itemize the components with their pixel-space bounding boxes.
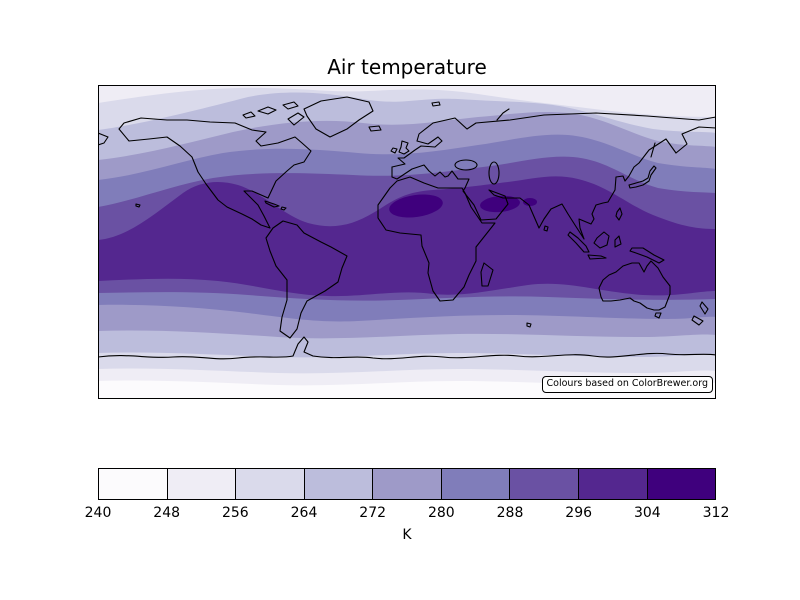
coastline-south-america [265, 220, 348, 339]
coastline-british-isles [390, 140, 410, 155]
coastline-greenland [303, 96, 374, 138]
hot-spot-nw-india [523, 198, 537, 206]
colorbar-tick-label: 264 [290, 505, 318, 521]
colorbar-segment [235, 469, 304, 499]
hot-spot-sahara [389, 194, 443, 218]
colorbar-tick-label: 256 [221, 505, 249, 521]
colorbar-segment [646, 469, 716, 499]
coastline-arctic-islands [242, 101, 510, 126]
colorbar-ticks: 240 248 256 264 272 280 288 296 304 312 [85, 505, 730, 523]
coastline-new-zealand [691, 301, 709, 326]
coastline-eurasia-south [391, 126, 716, 240]
map-frame [98, 85, 716, 399]
colorbar [98, 468, 716, 500]
colorbar-segment [577, 469, 647, 499]
coastline-eurasia-arctic [391, 112, 716, 168]
colorbar-tick-label: 280 [427, 505, 455, 521]
coastline-africa [377, 176, 496, 302]
hot-spot-arabia [480, 195, 520, 213]
colorbar-tick-label: 296 [565, 505, 593, 521]
colorbar-segment [372, 469, 441, 499]
colorbar-tick-label: 248 [153, 505, 181, 521]
temperature-bands [98, 85, 716, 399]
colorbar-tick-label: 312 [702, 505, 730, 521]
map-plot: Colours based on ColorBrewer.org [98, 85, 716, 399]
colorbar-tick-label: 288 [496, 505, 524, 521]
annotation-box: Colours based on ColorBrewer.org [541, 376, 713, 393]
colorbar-segment [166, 469, 236, 499]
plot-title: Air temperature [327, 55, 487, 79]
coastline-madagascar [480, 262, 494, 287]
coastline-caribbean [135, 200, 287, 211]
coastline-south-asia-islands [543, 207, 665, 264]
colorbar-tick-label: 304 [633, 505, 661, 521]
coastline-antarctica [98, 336, 716, 360]
colorbar-tick-label: 240 [84, 505, 112, 521]
coastlines [98, 96, 716, 360]
coastline-australia [598, 260, 671, 311]
coastline-iceland [368, 125, 382, 132]
annotation-text: Colours based on ColorBrewer.org [546, 378, 708, 389]
coastline-chukotka-edge [98, 132, 109, 146]
colorbar-segment [509, 469, 578, 499]
colorbar-unit-label: K [402, 527, 412, 543]
coastline-tasmania [654, 312, 662, 319]
coastline-caspian-sea [488, 161, 500, 185]
colorbar-segment [440, 469, 510, 499]
map-svg [98, 85, 716, 399]
coastline-southern-ocean-island [526, 322, 532, 328]
colorbar-tick-label: 272 [359, 505, 387, 521]
colorbar-segment [303, 469, 373, 499]
coastline-north-america [118, 117, 312, 229]
coastline-black-sea [454, 159, 478, 171]
colorbar-segment [99, 469, 167, 499]
coastline-japan [628, 142, 657, 189]
